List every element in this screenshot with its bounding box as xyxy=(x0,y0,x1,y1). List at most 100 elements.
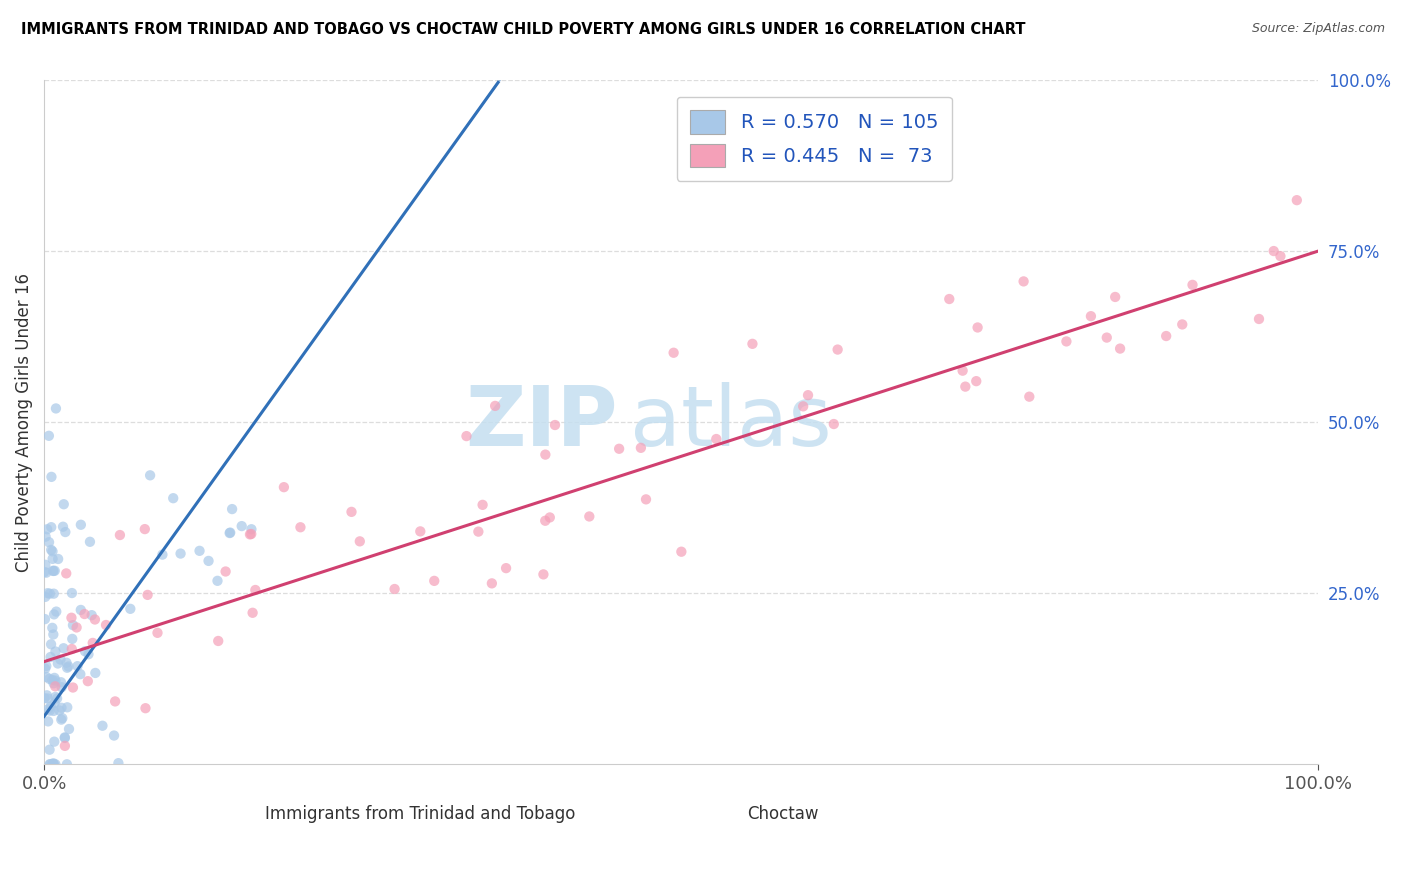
Point xyxy=(44,673,66,688)
Point xyxy=(41,552,63,566)
Point xyxy=(80,608,103,623)
Point xyxy=(51,680,73,694)
Point xyxy=(56,700,79,714)
Point xyxy=(38,587,60,601)
Point xyxy=(534,514,557,528)
Point xyxy=(44,696,66,710)
Point xyxy=(62,681,84,695)
Point xyxy=(44,734,66,748)
Point xyxy=(456,429,478,443)
FancyBboxPatch shape xyxy=(637,795,668,815)
Text: ZIP: ZIP xyxy=(465,382,617,463)
Point xyxy=(39,650,62,665)
Point xyxy=(107,756,129,771)
Point xyxy=(60,642,83,657)
Point xyxy=(42,564,65,578)
Point xyxy=(49,675,72,690)
Point xyxy=(41,544,63,558)
Point xyxy=(162,491,184,506)
Point xyxy=(741,336,763,351)
Point xyxy=(34,662,56,676)
Text: IMMIGRANTS FROM TRINIDAD AND TOBAGO VS CHOCTAW CHILD POVERTY AMONG GIRLS UNDER 1: IMMIGRANTS FROM TRINIDAD AND TOBAGO VS C… xyxy=(21,22,1025,37)
Point xyxy=(827,343,849,357)
Point xyxy=(79,534,101,549)
Point xyxy=(84,613,107,627)
Point xyxy=(1018,390,1040,404)
Point xyxy=(1263,244,1285,258)
Point xyxy=(53,731,76,745)
Point xyxy=(44,564,66,578)
Point xyxy=(34,530,56,544)
Point xyxy=(938,292,960,306)
Point xyxy=(188,544,211,558)
Point xyxy=(94,618,117,632)
Point xyxy=(38,535,60,549)
Point xyxy=(467,524,489,539)
Point xyxy=(34,612,56,626)
Point xyxy=(56,757,79,772)
Point xyxy=(231,519,253,533)
Point xyxy=(34,590,56,604)
Point xyxy=(495,561,517,575)
Point xyxy=(44,690,66,704)
Text: Choctaw: Choctaw xyxy=(748,805,818,823)
Point xyxy=(70,517,93,532)
Point xyxy=(169,547,191,561)
Point xyxy=(484,399,506,413)
Point xyxy=(219,525,242,540)
Point xyxy=(60,586,83,600)
Point xyxy=(797,388,820,402)
Point xyxy=(73,607,96,621)
Point xyxy=(49,652,72,666)
Point xyxy=(792,400,814,414)
Point xyxy=(51,701,73,715)
Point xyxy=(41,757,63,772)
Point xyxy=(531,567,554,582)
Point xyxy=(120,602,142,616)
Point xyxy=(37,691,59,706)
Point xyxy=(34,558,56,572)
Point xyxy=(39,637,62,651)
Point xyxy=(423,574,446,588)
Point xyxy=(77,647,100,661)
Point xyxy=(58,659,80,673)
Point xyxy=(62,618,84,632)
Point xyxy=(41,673,63,687)
Y-axis label: Child Poverty Among Girls Under 16: Child Poverty Among Girls Under 16 xyxy=(15,273,32,572)
Point xyxy=(1270,249,1292,263)
Point xyxy=(39,757,62,772)
Point xyxy=(242,606,264,620)
Point xyxy=(51,713,73,727)
Point xyxy=(35,670,58,684)
Point xyxy=(38,757,60,772)
Point xyxy=(52,641,75,656)
Text: Immigrants from Trinidad and Tobago: Immigrants from Trinidad and Tobago xyxy=(264,805,575,823)
Point xyxy=(39,520,62,534)
Point xyxy=(69,603,91,617)
Point xyxy=(104,694,127,708)
Point xyxy=(152,548,174,562)
Point xyxy=(35,689,58,703)
Point xyxy=(44,757,66,772)
Point xyxy=(37,702,59,716)
Point xyxy=(65,620,87,634)
Point xyxy=(290,520,312,534)
Point xyxy=(42,757,65,772)
Point xyxy=(662,345,685,359)
Point xyxy=(965,374,987,388)
Point xyxy=(44,644,66,658)
Point xyxy=(91,719,114,733)
Point xyxy=(38,672,60,686)
Point xyxy=(103,729,125,743)
Point xyxy=(1104,290,1126,304)
Point xyxy=(60,611,83,625)
Point xyxy=(955,379,977,393)
Point xyxy=(245,582,267,597)
Point xyxy=(69,667,91,681)
Point xyxy=(136,588,159,602)
Point xyxy=(221,502,243,516)
Legend: R = 0.570   N = 105, R = 0.445   N =  73: R = 0.570 N = 105, R = 0.445 N = 73 xyxy=(676,96,952,181)
Point xyxy=(55,656,77,670)
Point xyxy=(823,417,845,431)
Point xyxy=(409,524,432,539)
